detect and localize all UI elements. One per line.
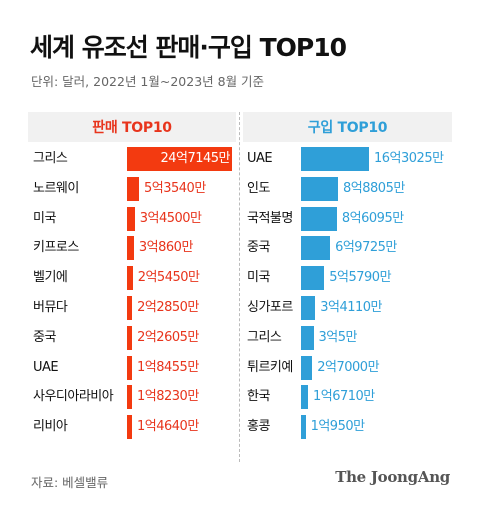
sell-row: UAE 1억8455만 <box>0 355 480 380</box>
buy-value-label: 8억8805만 <box>343 180 405 196</box>
sell-value-label: 2억2605만 <box>137 329 199 345</box>
sell-value-label: 5억3540만 <box>144 180 206 196</box>
buy-country-label: 싱가포르 <box>247 300 293 315</box>
sell-value-label: 3억860만 <box>138 240 194 256</box>
sell-value-label: 1억4640만 <box>137 419 199 435</box>
buy-value-label: 3억5만 <box>318 329 358 345</box>
sell-row: 키프로스 3억860만 <box>0 236 480 261</box>
buy-row: 중국 6억9725만 <box>0 236 480 261</box>
publisher-logo: The JoongAng <box>335 468 450 486</box>
sell-row: 사우디아라비아 1억8230만 <box>0 385 480 410</box>
sell-row: 그리스 24억7145만 <box>0 147 480 171</box>
buy-value-label: 6억9725만 <box>335 240 397 256</box>
buy-bar <box>301 415 306 440</box>
sell-value-label: 1억8230만 <box>137 389 199 405</box>
source-note: 자료: 베셀밸류 <box>31 475 109 490</box>
sell-value-label: 3억4500만 <box>139 210 202 226</box>
buy-value-label: 3억4110만 <box>320 300 382 315</box>
buy-country-label: 미국 <box>247 270 270 286</box>
buy-value-label: 1억950만 <box>310 419 366 435</box>
sell-country-label: 중국 <box>33 329 56 345</box>
panel-divider <box>239 112 240 462</box>
buy-bar <box>301 355 313 380</box>
sell-bar <box>127 147 232 171</box>
buy-row: 그리스 3억5만 <box>0 325 480 350</box>
buy-panel-header: 구입 TOP10 <box>243 112 452 142</box>
sell-panel-header: 판매 TOP10 <box>28 112 236 142</box>
buy-bar <box>301 385 308 410</box>
buy-row: UAE 16억3025만 <box>0 147 480 171</box>
buy-bar <box>301 176 339 201</box>
sell-country-label: 노르웨이 <box>33 180 79 196</box>
sell-value-label: 1억8455만 <box>137 359 199 375</box>
buy-bar <box>301 147 369 171</box>
buy-bar <box>301 236 331 261</box>
buy-row: 홍콩 1억950만 <box>0 415 480 440</box>
buy-country-label: 한국 <box>247 389 270 405</box>
sell-bar <box>127 325 133 350</box>
sell-row: 노르웨이 5억3540만 <box>0 176 480 201</box>
sell-bar <box>127 415 132 440</box>
sell-bar <box>127 236 134 261</box>
sell-value-label: 24억7145만 <box>160 151 230 166</box>
buy-row: 한국 1억6710만 <box>0 385 480 410</box>
buy-country-label: 국적불명 <box>247 210 293 226</box>
sell-row: 벨기에 2억5450만 <box>0 266 480 291</box>
buy-value-label: 16억3025만 <box>374 151 444 166</box>
sell-bar <box>127 296 133 320</box>
sell-value-label: 2억5450만 <box>137 270 200 286</box>
buy-bar <box>301 266 325 291</box>
sell-bar <box>127 176 139 201</box>
buy-row: 싱가포르 3억4110만 <box>0 296 480 320</box>
sell-row: 중국 2억2605만 <box>0 325 480 350</box>
sell-country-label: UAE <box>33 359 59 375</box>
sell-row: 버뮤다 2억2850만 <box>0 296 480 320</box>
buy-country-label: 홍콩 <box>247 419 270 435</box>
chart-title: 세계 유조선 판매·구입 TOP10 <box>30 33 347 62</box>
sell-bar <box>127 385 132 410</box>
buy-value-label: 8억6095만 <box>341 210 404 226</box>
sell-country-label: 버뮤다 <box>33 300 68 315</box>
sell-bar <box>127 266 133 291</box>
sell-bar <box>127 206 135 231</box>
buy-row: 국적불명 8억6095만 <box>0 206 480 231</box>
buy-value-label: 1억6710만 <box>312 389 375 405</box>
buy-bar <box>301 206 337 231</box>
buy-row: 인도 8억8805만 <box>0 176 480 201</box>
buy-country-label: UAE <box>247 151 273 166</box>
buy-row: 미국 5억5790만 <box>0 266 480 291</box>
buy-country-label: 그리스 <box>247 329 282 345</box>
sell-country-label: 그리스 <box>33 151 68 166</box>
sell-value-label: 2억2850만 <box>137 300 199 315</box>
buy-value-label: 5억5790만 <box>329 270 392 286</box>
sell-bar <box>127 355 132 380</box>
buy-value-label: 2억7000만 <box>317 359 380 375</box>
sell-row: 미국 3억4500만 <box>0 206 480 231</box>
buy-bar <box>301 296 316 320</box>
sell-country-label: 리비아 <box>33 419 68 435</box>
buy-bar <box>301 325 314 350</box>
unit-note: 단위: 달러, 2022년 1월~2023년 8월 기준 <box>31 74 265 89</box>
buy-row: 튀르키예 2억7000만 <box>0 355 480 380</box>
buy-country-label: 중국 <box>247 240 270 256</box>
sell-country-label: 벨기에 <box>33 270 68 286</box>
buy-country-label: 인도 <box>247 180 270 196</box>
buy-country-label: 튀르키예 <box>247 359 293 375</box>
sell-row: 리비아 1억4640만 <box>0 415 480 440</box>
sell-country-label: 미국 <box>33 210 56 226</box>
sell-country-label: 사우디아라비아 <box>33 389 114 405</box>
sell-country-label: 키프로스 <box>33 240 79 256</box>
